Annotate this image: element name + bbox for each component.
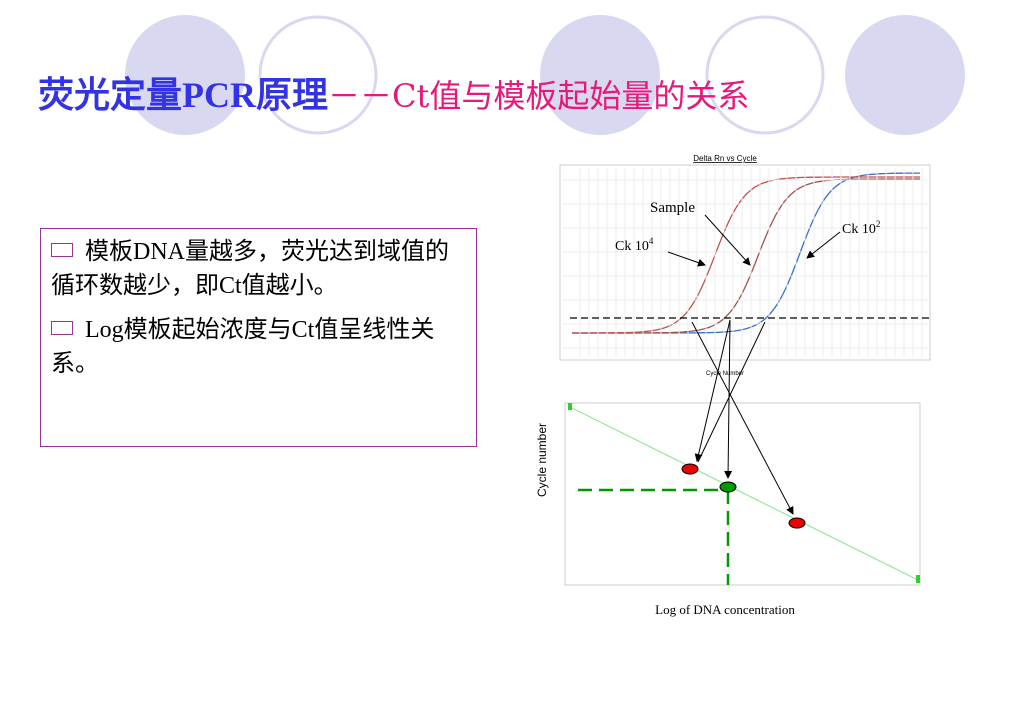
- bullet-text: Log模板起始浓度与Ct值呈线性关系。: [51, 317, 435, 377]
- label: Ck 10: [842, 222, 876, 237]
- x-label: Cycle Number: [706, 371, 744, 377]
- sample-label: Sample: [650, 200, 695, 216]
- x-label: Log of DNA concentration: [655, 602, 795, 617]
- ck4-label: Ck 104: [615, 236, 654, 254]
- exponent: 2: [876, 219, 881, 229]
- bullet: 模板DNA量越多，荧光达到域值的循环数越少，即Ct值越小。: [51, 235, 468, 303]
- y-label: Cycle number: [535, 423, 549, 497]
- bullet: Log模板起始浓度与Ct值呈线性关系。: [51, 313, 468, 381]
- bullet-box: 模板DNA量越多，荧光达到域值的循环数越少，即Ct值越小。 Log模板起始浓度与…: [40, 228, 477, 447]
- plot-title: Delta Rn vs Cycle: [693, 154, 757, 163]
- title-sub: －－Ct值与模板起始量的关系: [328, 77, 750, 115]
- label: Ck 10: [615, 239, 649, 254]
- exponent: 4: [649, 236, 654, 246]
- title-main: 荧光定量PCR原理: [38, 75, 328, 115]
- bullet-text: 模板DNA量越多，荧光达到域值的循环数越少，即Ct值越小。: [51, 239, 449, 299]
- amplification-plot: Delta Rn vs Cycle Cycle Number Sample Ck…: [559, 154, 931, 377]
- plot-line: [572, 176, 920, 334]
- ck2-label: Ck 102: [842, 219, 880, 237]
- slide-title: 荧光定量PCR原理－－Ct值与模板起始量的关系: [38, 66, 749, 118]
- arrows: [691, 319, 794, 515]
- standard-curve: Cycle number Log of DNA concentration: [535, 402, 921, 617]
